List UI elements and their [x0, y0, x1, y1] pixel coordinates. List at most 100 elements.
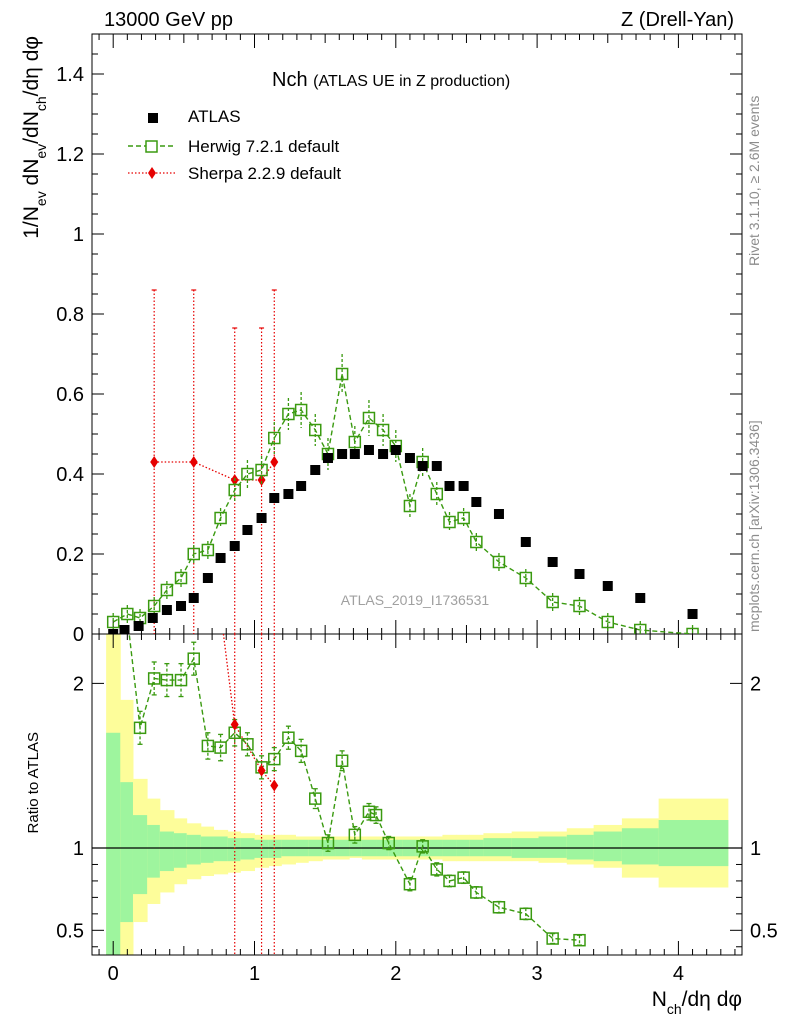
- atlas-point: [176, 601, 187, 611]
- herwig-ratio-point: [443, 874, 456, 888]
- band-inner-bin: [106, 732, 121, 955]
- atlas-point: [349, 449, 360, 459]
- header-left: 13000 GeV pp: [104, 9, 233, 31]
- main-y-axis: 0 0.2 0.4 0.6 0.8 1 1.2 1.4: [56, 33, 742, 646]
- herwig-ratio-point: [282, 731, 295, 744]
- ratio-plot-area: [128, 634, 586, 955]
- herwig-point: [201, 543, 215, 557]
- atlas-point: [390, 445, 401, 455]
- sherpa-point: [150, 456, 159, 468]
- ratio-uncertainty-band: [106, 634, 729, 955]
- herwig-ratio-point: [348, 828, 362, 842]
- herwig-ratio-point: [268, 752, 281, 766]
- herwig-ratio-point: [430, 863, 444, 876]
- band-inner-bin: [227, 838, 241, 862]
- band-inner-bin: [132, 815, 148, 895]
- herwig-point: [686, 627, 699, 634]
- y-tick-label: 1.4: [56, 64, 84, 86]
- band-inner-bin: [200, 836, 215, 863]
- x-axis: 0 1 2 3 4: [98, 34, 736, 985]
- legend-label-herwig: Herwig 7.2.1 default: [188, 137, 339, 156]
- band-inner-bin: [268, 839, 282, 858]
- herwig-point: [470, 535, 483, 549]
- x-tick-label: 4: [673, 963, 684, 985]
- chart-title: Nch (ATLAS UE in Z production): [272, 69, 510, 91]
- atlas-point: [520, 537, 531, 547]
- atlas-point: [161, 605, 172, 615]
- y-tick-label: 1.2: [56, 144, 84, 166]
- atlas-point: [310, 465, 321, 475]
- herwig-point: [160, 583, 174, 597]
- band-inner-bin: [147, 824, 161, 878]
- y-tick-label: 0.4: [56, 464, 84, 486]
- herwig-ratio-point: [546, 932, 559, 945]
- sherpa-ratio-point: [270, 779, 279, 792]
- ratio-y-tick-label: 1: [73, 838, 84, 860]
- atlas-point: [188, 593, 199, 603]
- chart-subtitle: (ATLAS UE in Z production): [313, 73, 510, 90]
- ratio-y-axis-label: Ratio to ATLAS: [25, 732, 42, 833]
- herwig-ratio-point: [519, 907, 533, 921]
- ratio-y-tick-label: 0.5: [56, 920, 84, 942]
- band-inner-bin: [483, 838, 513, 857]
- herwig-ratio-point: [403, 877, 417, 891]
- herwig-point: [335, 367, 349, 381]
- y-tick-label: 0.2: [56, 544, 84, 566]
- ratio-y-tick-label: 2: [73, 673, 84, 695]
- atlas-point: [147, 613, 158, 623]
- herwig-ratio-point: [174, 673, 188, 687]
- herwig-ratio-point: [369, 808, 383, 822]
- atlas-point: [119, 625, 130, 634]
- atlas-point: [269, 493, 280, 503]
- legend: ATLAS Herwig 7.2.1 default Sherpa 2.2.9 de…: [128, 107, 341, 183]
- legend-label-atlas: ATLAS: [188, 107, 241, 126]
- herwig-ratio-point: [573, 933, 586, 947]
- legend-label-sherpa: Sherpa 2.2.9 default: [188, 164, 341, 183]
- x-tick-label: 2: [390, 963, 401, 985]
- herwig-ratio-point: [321, 836, 335, 850]
- legend-marker-atlas: [148, 113, 158, 123]
- herwig-point: [268, 431, 281, 445]
- herwig-line: [112, 373, 693, 634]
- herwig-point: [403, 499, 417, 513]
- y-tick-label: 0.6: [56, 384, 84, 406]
- herwig-point: [634, 623, 647, 634]
- atlas-point: [493, 509, 504, 519]
- sherpa-ratio-point: [230, 718, 239, 731]
- band-inner-bin: [213, 836, 229, 862]
- legend-marker-sherpa: [148, 167, 156, 179]
- herwig-ratio-point: [187, 652, 200, 665]
- herwig-point: [348, 435, 362, 449]
- band-inner-bin: [173, 833, 188, 868]
- legend-marker-herwig: [145, 140, 158, 153]
- herwig-ratio-point: [133, 721, 147, 735]
- herwig-ratio-point: [214, 741, 227, 754]
- atlas-point: [378, 449, 389, 459]
- atlas-point: [471, 497, 482, 507]
- ratio-y-tick-label-right: 2: [750, 673, 761, 695]
- y-tick-label: 0: [73, 624, 84, 646]
- mcplots-label: mcplots.cern.ch [arXiv:1306.3436]: [746, 420, 762, 632]
- band-inner-bin: [159, 831, 175, 872]
- herwig-ratio-point: [382, 836, 395, 850]
- atlas-point: [133, 621, 144, 631]
- herwig-point: [174, 571, 188, 585]
- analysis-id-watermark: ATLAS_2019_I1736531: [341, 592, 490, 608]
- band-inner-bin: [658, 820, 729, 867]
- ratio-y-axis: 0.5 0.5 1 1 2 2: [56, 673, 778, 948]
- herwig-point: [601, 615, 615, 629]
- herwig-ratio-point: [160, 673, 174, 687]
- herwig-ratio-point: [147, 672, 161, 685]
- herwig-point: [241, 467, 254, 481]
- herwig-ratio-point: [492, 901, 506, 914]
- x-tick-label: 1: [249, 963, 260, 985]
- herwig-point: [573, 599, 586, 613]
- atlas-point: [322, 453, 333, 463]
- atlas-point: [635, 593, 646, 603]
- atlas-point: [215, 553, 226, 563]
- atlas-point: [202, 573, 213, 583]
- ratio-y-tick-label-right: 1: [750, 838, 761, 860]
- atlas-point: [296, 481, 307, 491]
- sherpa-ratio-line: [222, 634, 275, 786]
